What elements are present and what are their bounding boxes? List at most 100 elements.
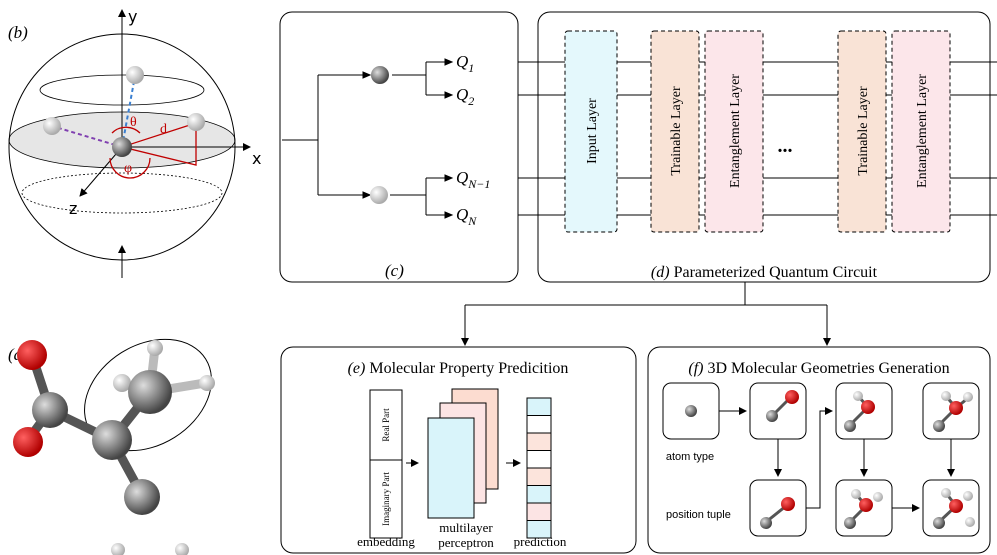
qubit-label: QN−1 bbox=[456, 168, 490, 191]
symbol: Q bbox=[456, 52, 468, 71]
shape bbox=[527, 486, 551, 504]
shape bbox=[280, 12, 518, 282]
ellipsis: ... bbox=[778, 135, 793, 157]
index: 1 bbox=[468, 61, 474, 75]
step-label: embedding bbox=[357, 534, 415, 549]
symbol: Q bbox=[456, 168, 468, 187]
index: 2 bbox=[468, 94, 474, 108]
atom bbox=[785, 390, 799, 404]
shape bbox=[147, 340, 163, 356]
axis-label: z bbox=[69, 199, 77, 218]
index: N bbox=[467, 214, 477, 228]
panel-title: (d) Parameterized Quantum Circuit bbox=[651, 264, 878, 281]
panel-title: (e) Molecular Property Predicition bbox=[348, 360, 569, 377]
shape bbox=[13, 427, 43, 457]
shape bbox=[92, 420, 132, 460]
atom bbox=[949, 401, 963, 415]
atom bbox=[760, 517, 772, 529]
title: Parameterized Quantum Circuit bbox=[674, 264, 878, 281]
atom bbox=[853, 391, 863, 401]
step-label: prediction bbox=[514, 534, 567, 549]
atom bbox=[963, 491, 973, 501]
panel-label: (d) bbox=[651, 264, 670, 281]
title: Molecular Property Predicition bbox=[369, 360, 568, 377]
annotation: atom type bbox=[666, 451, 714, 463]
shape bbox=[750, 480, 806, 536]
shape bbox=[465, 282, 827, 340]
group: Input Layer Trainable Layer Entanglement L… bbox=[565, 31, 950, 232]
shape bbox=[371, 66, 389, 84]
shape bbox=[32, 392, 68, 428]
shape bbox=[126, 66, 144, 84]
index: N−1 bbox=[467, 177, 490, 191]
layer-label: Trainable Layer bbox=[669, 86, 684, 176]
shape bbox=[128, 370, 172, 414]
figure: (b) y x z θ d φ (a) Q1Q2QN−1QN (c) Input… bbox=[0, 0, 997, 555]
atom bbox=[873, 492, 883, 502]
shape bbox=[187, 113, 205, 131]
panel-label: (b) bbox=[8, 23, 28, 42]
distance-label: d bbox=[160, 122, 167, 137]
panel-label: (c) bbox=[385, 261, 404, 280]
group bbox=[527, 398, 551, 538]
qubit-label: Q1 bbox=[456, 52, 474, 75]
angle-label: θ bbox=[130, 115, 137, 130]
atom bbox=[933, 517, 945, 529]
atom bbox=[941, 391, 951, 401]
atom bbox=[941, 488, 951, 498]
panel-title: (f) 3D Molecular Geometries Generation bbox=[688, 360, 949, 377]
title: 3D Molecular Geometries Generation bbox=[707, 360, 949, 377]
layer-label: Entanglement Layer bbox=[728, 74, 743, 188]
shape bbox=[527, 451, 551, 469]
shape bbox=[124, 479, 160, 515]
shape bbox=[806, 411, 832, 508]
panel-label: (f) bbox=[688, 360, 703, 377]
qubit-label: QN bbox=[456, 205, 477, 228]
atom bbox=[844, 420, 856, 432]
shape bbox=[527, 398, 551, 416]
symbol: Q bbox=[456, 85, 468, 104]
layer-label: Input Layer bbox=[585, 98, 600, 164]
atom bbox=[965, 517, 975, 527]
atom bbox=[963, 392, 973, 402]
atom bbox=[851, 489, 861, 499]
shape bbox=[527, 433, 551, 451]
atom bbox=[766, 410, 778, 422]
atom bbox=[844, 517, 856, 529]
qubit-label: Q2 bbox=[456, 85, 474, 108]
layer-label: Entanglement Layer bbox=[915, 74, 930, 188]
shape bbox=[17, 340, 47, 370]
atom bbox=[933, 420, 945, 432]
shape bbox=[527, 468, 551, 486]
shape bbox=[282, 62, 452, 215]
step-label: perceptron bbox=[438, 535, 494, 550]
panel-label: (e) bbox=[348, 360, 366, 377]
angle-label: φ bbox=[124, 161, 132, 176]
embedding-part: Imaginary Part bbox=[381, 472, 391, 526]
shape bbox=[175, 543, 189, 555]
page: (b) y x z θ d φ (a) Q1Q2QN−1QN (c) Input… bbox=[0, 0, 997, 555]
annotation: position tuple bbox=[666, 509, 731, 521]
shape bbox=[22, 173, 222, 213]
shape bbox=[43, 117, 61, 135]
shape bbox=[112, 137, 132, 157]
atom bbox=[949, 499, 963, 513]
shape bbox=[527, 416, 551, 434]
shape bbox=[199, 375, 215, 391]
group bbox=[719, 411, 951, 508]
shape bbox=[111, 543, 125, 555]
layer-label: Trainable Layer bbox=[856, 86, 871, 176]
atom bbox=[859, 498, 873, 512]
symbol: Q bbox=[456, 205, 468, 224]
axis-label: x bbox=[252, 149, 261, 168]
embedding-part: Real Part bbox=[381, 408, 391, 442]
shape bbox=[370, 186, 388, 204]
step-label: multilayer bbox=[439, 520, 493, 535]
axis-label: y bbox=[128, 7, 137, 26]
shape bbox=[461, 338, 831, 346]
atom bbox=[781, 497, 795, 511]
atom bbox=[685, 405, 697, 417]
shape bbox=[428, 418, 474, 518]
atom bbox=[861, 400, 875, 414]
